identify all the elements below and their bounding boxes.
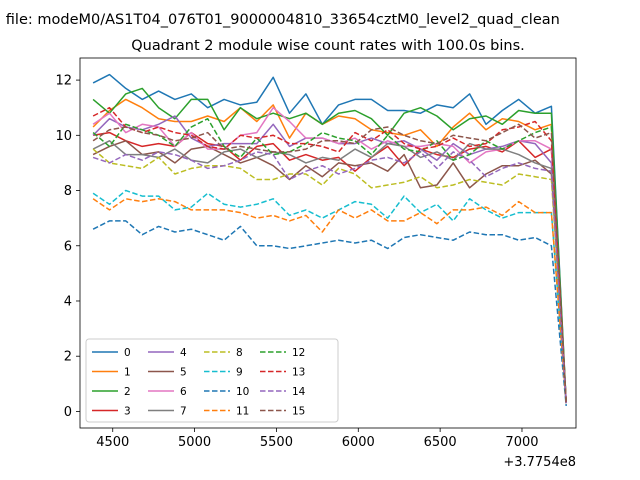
series-line-10	[92, 220, 567, 406]
x-tick-label-6000: 6000	[342, 435, 375, 450]
series-line-15	[92, 123, 567, 404]
legend-box	[85, 338, 339, 423]
legend-label-8: 8	[236, 347, 243, 359]
legend-label-7: 7	[180, 406, 187, 418]
y-tick-label-4: 4	[64, 294, 72, 309]
y-tick-label-10: 10	[55, 129, 72, 144]
legend-label-1: 1	[124, 367, 131, 379]
series-line-0	[92, 73, 567, 404]
legend-label-13: 13	[292, 367, 305, 379]
x-tick-label-4500: 4500	[96, 435, 129, 450]
series-line-6	[92, 106, 567, 404]
x-tick-label-5500: 5500	[260, 435, 293, 450]
legend-label-3: 3	[124, 406, 131, 418]
series-line-7	[92, 140, 567, 404]
legend-label-15: 15	[292, 406, 305, 418]
chart-title: Quadrant 2 module wise count rates with …	[131, 38, 525, 54]
series-line-11	[92, 198, 567, 404]
legend-label-4: 4	[180, 347, 187, 359]
legend-label-2: 2	[124, 386, 131, 398]
figure-suptitle: n file: modeM0/AS1T04_076T01_9000004810_…	[0, 12, 560, 28]
series-line-14	[92, 151, 567, 404]
y-tick-label-12: 12	[55, 74, 72, 89]
legend-label-6: 6	[180, 386, 187, 398]
series-line-9	[92, 189, 567, 404]
legend-label-9: 9	[236, 367, 243, 379]
series-line-1	[92, 98, 567, 404]
legend-label-0: 0	[124, 347, 131, 359]
series-line-8	[92, 148, 567, 404]
x-offset-label: +3.7754e8	[503, 455, 576, 470]
legend-label-11: 11	[236, 406, 249, 418]
x-tick-label-6500: 6500	[424, 435, 457, 450]
x-tick-label-5000: 5000	[178, 435, 211, 450]
legend-label-10: 10	[236, 386, 249, 398]
legend-label-14: 14	[292, 386, 306, 398]
y-tick-label-0: 0	[64, 405, 72, 420]
y-tick-label-8: 8	[64, 184, 72, 199]
y-tick-label-6: 6	[64, 239, 72, 254]
series-line-13	[92, 106, 567, 404]
x-tick-label-7000: 7000	[505, 435, 538, 450]
series-line-12	[92, 117, 567, 404]
axes-frame	[79, 57, 577, 429]
legend-label-5: 5	[180, 367, 187, 379]
legend-label-12: 12	[292, 347, 305, 359]
y-tick-label-2: 2	[64, 350, 72, 365]
